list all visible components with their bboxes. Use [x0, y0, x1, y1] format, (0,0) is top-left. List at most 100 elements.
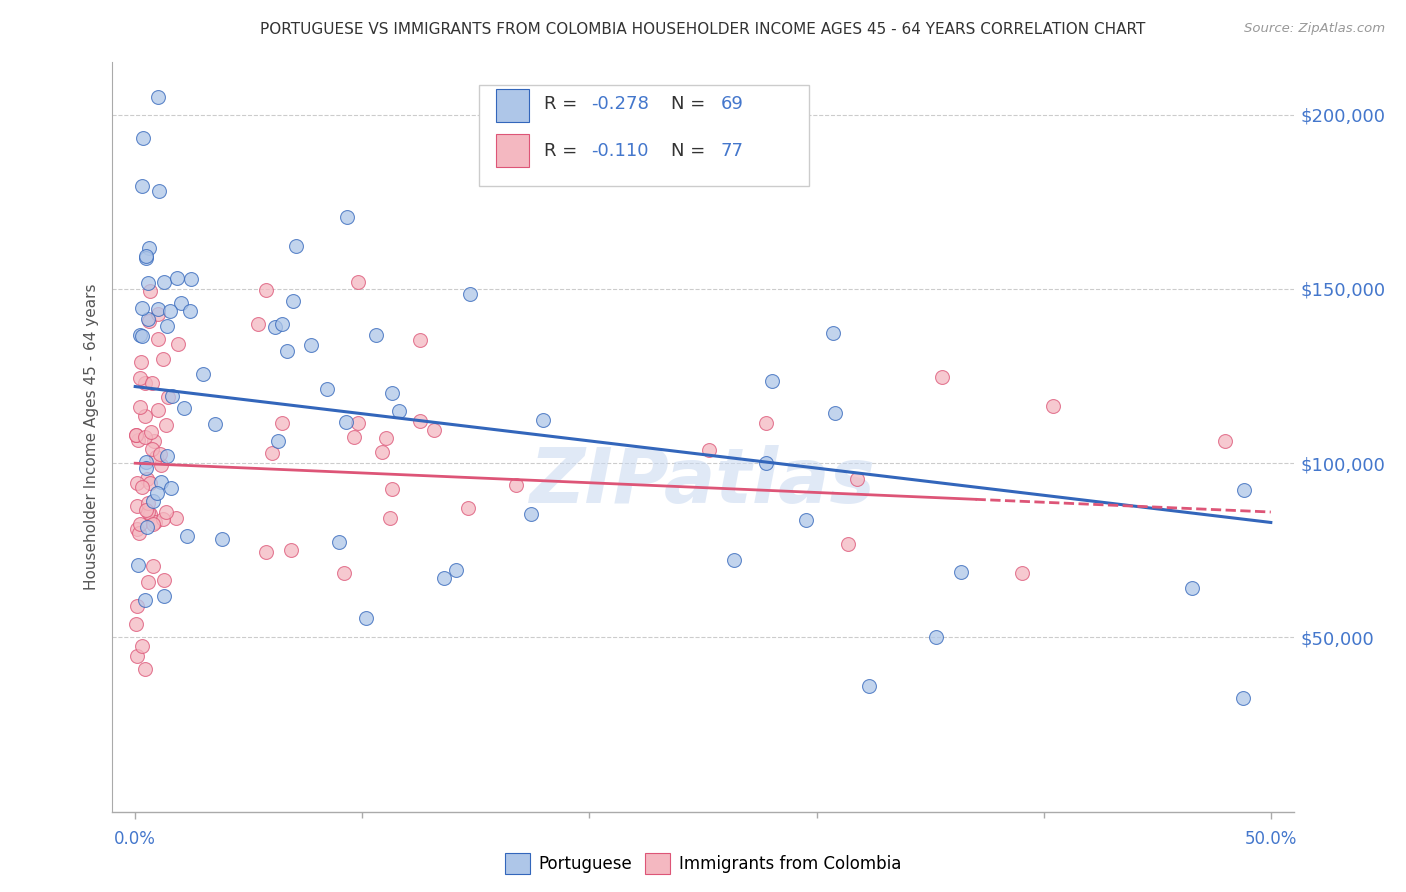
Point	[837, 537, 859, 551]
Point	[505, 478, 527, 492]
Point	[723, 553, 745, 567]
Point	[335, 415, 357, 429]
Point	[211, 533, 233, 547]
Y-axis label: Householder Income Ages 45 - 64 years: Householder Income Ages 45 - 64 years	[83, 284, 98, 591]
Point	[138, 313, 160, 327]
Point	[375, 431, 398, 445]
Point	[142, 494, 165, 508]
Point	[247, 317, 270, 331]
Point	[267, 434, 290, 448]
Point	[134, 409, 156, 424]
Point	[142, 516, 165, 531]
Text: 77: 77	[721, 142, 744, 160]
Point	[132, 131, 155, 145]
Point	[1232, 691, 1254, 706]
Point	[146, 302, 169, 317]
Point	[136, 520, 159, 534]
Point	[755, 456, 778, 470]
Point	[135, 461, 157, 475]
Point	[408, 333, 430, 347]
Text: R =: R =	[544, 142, 582, 160]
Point	[128, 516, 150, 531]
Point	[152, 275, 174, 289]
Point	[129, 327, 152, 342]
Point	[142, 434, 165, 449]
Text: ZIPatlas: ZIPatlas	[530, 445, 876, 519]
Point	[263, 319, 285, 334]
Point	[136, 505, 159, 519]
Point	[127, 558, 149, 572]
Point	[131, 639, 153, 653]
Point	[167, 337, 190, 351]
Point	[433, 571, 456, 585]
Point	[149, 475, 172, 490]
Point	[179, 303, 201, 318]
Point	[285, 238, 308, 252]
Point	[381, 386, 404, 401]
Point	[254, 283, 277, 297]
Point	[131, 301, 153, 315]
Point	[149, 446, 172, 460]
Point	[150, 458, 173, 473]
Point	[138, 476, 160, 491]
Point	[794, 513, 817, 527]
Text: 69: 69	[721, 95, 744, 112]
Point	[153, 573, 176, 587]
Point	[858, 680, 880, 694]
Point	[316, 382, 339, 396]
Point	[176, 529, 198, 543]
Point	[328, 535, 350, 549]
Point	[364, 327, 387, 342]
Text: N =: N =	[671, 142, 711, 160]
Point	[138, 241, 160, 255]
Point	[138, 507, 160, 521]
Point	[1042, 399, 1064, 413]
Point	[380, 511, 402, 525]
Point	[371, 444, 394, 458]
Point	[134, 662, 156, 676]
Point	[153, 589, 176, 603]
Point	[180, 271, 202, 285]
Point	[141, 376, 163, 391]
Point	[270, 417, 292, 431]
Legend: Portuguese, Immigrants from Colombia: Portuguese, Immigrants from Colombia	[496, 845, 910, 882]
Point	[156, 449, 179, 463]
Point	[127, 522, 149, 536]
Point	[148, 185, 170, 199]
Point	[135, 472, 157, 486]
Point	[152, 351, 174, 366]
Point	[155, 505, 177, 519]
Point	[155, 417, 177, 432]
Point	[280, 542, 302, 557]
Text: Source: ZipAtlas.com: Source: ZipAtlas.com	[1244, 22, 1385, 36]
Point	[162, 389, 184, 403]
Point	[136, 496, 159, 510]
Point	[388, 404, 411, 418]
Point	[520, 508, 543, 522]
Point	[346, 416, 368, 430]
Text: -0.110: -0.110	[591, 142, 648, 160]
Point	[347, 275, 370, 289]
Point	[125, 500, 148, 514]
Point	[131, 480, 153, 494]
Point	[152, 512, 174, 526]
Point	[423, 423, 446, 437]
Point	[134, 376, 156, 390]
Point	[173, 401, 195, 416]
Point	[824, 406, 846, 420]
Point	[336, 211, 359, 225]
Point	[148, 90, 170, 104]
Text: PORTUGUESE VS IMMIGRANTS FROM COLOMBIA HOUSEHOLDER INCOME AGES 45 - 64 YEARS COR: PORTUGUESE VS IMMIGRANTS FROM COLOMBIA H…	[260, 22, 1146, 37]
Point	[131, 179, 153, 194]
Point	[143, 515, 166, 529]
Point	[381, 482, 404, 496]
Point	[761, 374, 783, 388]
Point	[146, 332, 169, 346]
Point	[262, 446, 284, 460]
Point	[925, 630, 948, 644]
Point	[343, 429, 366, 443]
Text: N =: N =	[671, 95, 711, 112]
Point	[191, 367, 214, 381]
Point	[125, 475, 148, 490]
Point	[697, 443, 720, 458]
